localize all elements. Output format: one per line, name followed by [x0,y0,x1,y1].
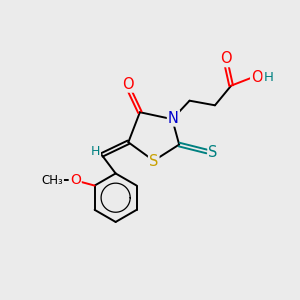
Text: H: H [91,145,100,158]
Text: S: S [208,145,218,160]
Text: O: O [251,70,263,85]
Text: O: O [122,76,134,92]
Text: O: O [70,173,81,187]
Text: N: N [168,110,179,125]
Text: CH₃: CH₃ [41,174,63,187]
Text: H: H [264,70,274,84]
Text: S: S [149,154,158,169]
Text: O: O [220,51,232,66]
